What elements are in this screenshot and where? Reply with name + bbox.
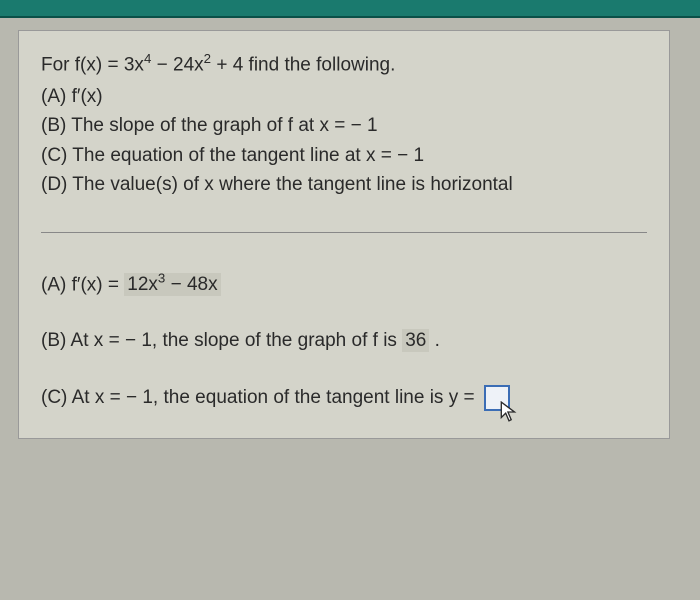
answer-a-label: (A) f′(x) = (41, 274, 124, 295)
question-part-d: (D) The value(s) of x where the tangent … (41, 170, 647, 199)
question-stem: For f(x) = 3x4 − 24x2 + 4 find the follo… (41, 49, 647, 80)
window-top-bar (0, 0, 700, 18)
question-part-c: (C) The equation of the tangent line at … (41, 141, 647, 170)
answer-a: (A) f′(x) = 12x3 − 48x (41, 269, 647, 300)
answer-b-suffix: . (429, 330, 440, 351)
stem-text-3: + 4 find the following. (211, 54, 395, 75)
answer-b-prefix: (B) At x = − 1, the slope of the graph o… (41, 330, 402, 351)
answer-c: (C) At x = − 1, the equation of the tang… (41, 384, 647, 413)
answer-a-value: 12x3 − 48x (124, 273, 220, 296)
answer-c-input[interactable] (484, 385, 510, 411)
section-divider (41, 232, 647, 233)
question-part-a: (A) f′(x) (41, 82, 647, 111)
answer-c-text: (C) At x = − 1, the equation of the tang… (41, 387, 480, 408)
answer-b-value: 36 (402, 329, 429, 352)
stem-text-1: For f(x) = 3x (41, 54, 144, 75)
question-part-b: (B) The slope of the graph of f at x = −… (41, 111, 647, 140)
stem-text-2: − 24x (151, 54, 203, 75)
stem-exp-2: 2 (204, 51, 211, 66)
answer-a-suffix: − 48x (165, 274, 217, 295)
answer-b: (B) At x = − 1, the slope of the graph o… (41, 327, 647, 356)
question-panel: For f(x) = 3x4 − 24x2 + 4 find the follo… (18, 30, 670, 439)
cursor-icon (500, 401, 518, 423)
answer-a-prefix: 12x (127, 274, 158, 295)
